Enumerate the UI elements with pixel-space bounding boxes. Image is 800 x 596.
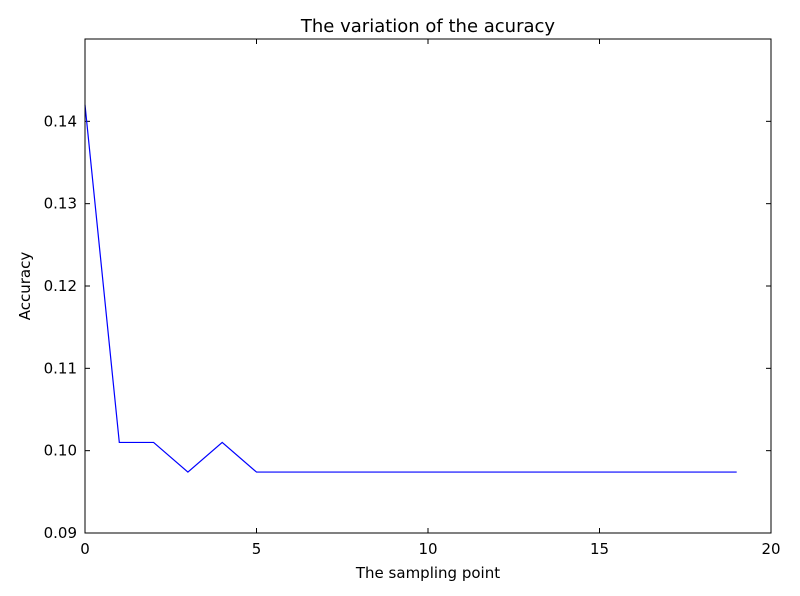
y-tick-labels: 0.09 0.10 0.11 0.12 0.13 0.14 xyxy=(44,112,77,542)
y-tick-label: 0.13 xyxy=(44,195,77,213)
x-tick-label: 20 xyxy=(761,540,780,558)
y-axis-label: Accuracy xyxy=(16,252,34,321)
x-tick-label: 0 xyxy=(80,540,90,558)
x-tick-label: 5 xyxy=(252,540,262,558)
y-tick-label: 0.14 xyxy=(44,112,77,130)
x-tick-label: 10 xyxy=(418,540,437,558)
series-line xyxy=(84,104,737,473)
x-tick-labels: 0 5 10 15 20 xyxy=(80,540,780,558)
x-tick-label: 15 xyxy=(590,540,609,558)
y-tick-label: 0.12 xyxy=(44,277,77,295)
y-tick-label: 0.10 xyxy=(44,442,77,460)
plot-area xyxy=(85,39,771,533)
y-tick-label: 0.11 xyxy=(44,359,77,377)
x-axis-label: The sampling point xyxy=(355,564,500,582)
series-layer xyxy=(84,104,737,473)
y-tick-label: 0.09 xyxy=(44,524,77,542)
axes-frame xyxy=(84,38,772,534)
chart-title: The variation of the acuracy xyxy=(300,16,556,37)
